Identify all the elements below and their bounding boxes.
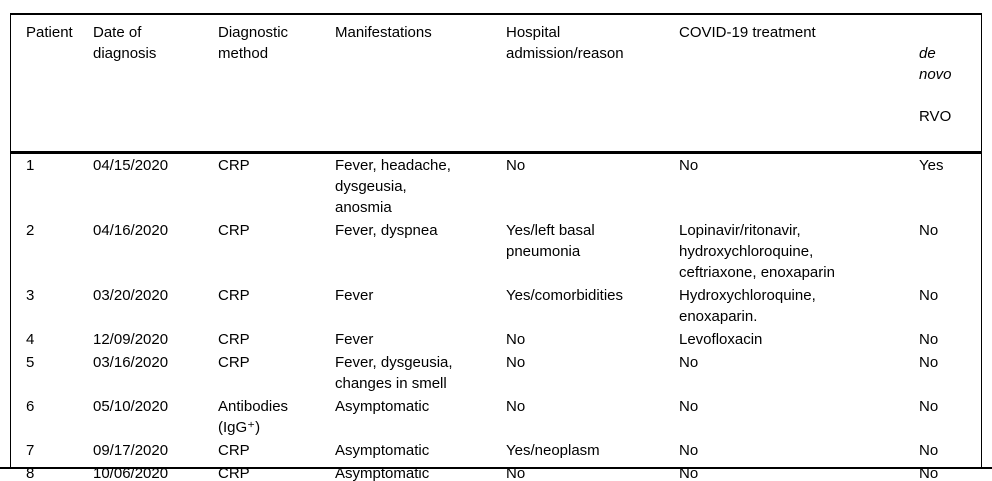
table-row: 6 05/10/2020 Antibodies (IgG⁺) Asymptomatic… xyxy=(11,395,981,439)
table-cell: Antibodies (IgG⁺) xyxy=(218,398,289,436)
table-row: 1 04/15/2020 CRP Fever, headache, dysgeusia… xyxy=(11,153,981,220)
table-cell: CRP xyxy=(218,222,250,239)
table-cell: CRP xyxy=(218,287,250,304)
table-cell: Fever, dyspnea xyxy=(335,222,438,239)
table-cell: No xyxy=(679,442,699,459)
table-cell: 05/10/2020 xyxy=(93,398,169,415)
de-novo-italic-label: de novo xyxy=(919,45,952,83)
table-cell: CRP xyxy=(218,354,250,371)
table-cell: CRP xyxy=(218,465,250,481)
patient-number-cell: 8 xyxy=(26,465,35,481)
table-cell: Levofloxacin xyxy=(679,331,763,348)
table-cell: Lopinavir/ritonavir, hydroxychloroquine,… xyxy=(679,222,835,281)
table-row: 3 03/20/2020 CRP Fever Yes/comorbidities Hydr… xyxy=(11,284,981,328)
table-cell: No xyxy=(919,287,939,304)
table-cell: No xyxy=(679,465,699,481)
table-header-row: Patient Date of diagnosis Diagnostic met… xyxy=(11,15,981,154)
patient-number-cell: 3 xyxy=(26,287,35,304)
column-header-manifestations: Manifestations xyxy=(335,15,506,154)
table-row: 8 10/06/2020 CRP Asymptomatic No No No xyxy=(11,462,981,481)
table-row: 7 09/17/2020 CRP Asymptomatic Yes/neoplasm No… xyxy=(11,439,981,462)
patient-number-cell: 1 xyxy=(26,157,35,174)
column-header-de-novo-rvo: de novo RVO xyxy=(919,15,981,154)
patients-data-table: Patient Date of diagnosis Diagnostic met… xyxy=(11,15,981,481)
table-row: 2 04/16/2020 CRP Fever, dyspnea Yes/left bas… xyxy=(11,219,981,284)
table-cell: Asymptomatic xyxy=(335,398,430,415)
table-cell: No xyxy=(506,465,526,481)
table-cell: No xyxy=(919,331,939,348)
table-cell: No xyxy=(506,354,526,371)
table-cell: No xyxy=(679,157,699,174)
table-body: 1 04/15/2020 CRP Fever, headache, dysgeusia… xyxy=(11,153,981,481)
table-cell: 12/09/2020 xyxy=(93,331,169,348)
table-cell: Fever, dysgeusia, changes in smell xyxy=(335,354,453,392)
table-cell: No xyxy=(679,398,699,415)
patients-table: Patient Date of diagnosis Diagnostic met… xyxy=(10,13,982,481)
table-cell: No xyxy=(506,398,526,415)
table-cell: No xyxy=(919,465,939,481)
column-header-patient: Patient xyxy=(11,15,93,154)
patient-number-cell: 6 xyxy=(26,398,35,415)
table-cell: No xyxy=(919,222,939,239)
table-cell: No xyxy=(506,331,526,348)
table-cell: Yes/left basal pneumonia xyxy=(506,222,595,260)
column-header-diagnostic-method: Diagnostic method xyxy=(218,15,335,154)
table-cell: Yes xyxy=(919,157,944,174)
table-cell: 04/16/2020 xyxy=(93,222,169,239)
patient-number-cell: 2 xyxy=(26,222,35,239)
patient-number-cell: 4 xyxy=(26,331,35,348)
table-cell: Fever xyxy=(335,331,374,348)
table-cell: 10/06/2020 xyxy=(93,465,169,481)
table-cell: No xyxy=(506,157,526,174)
table-header: Patient Date of diagnosis Diagnostic met… xyxy=(11,15,981,154)
table-cell: 04/15/2020 xyxy=(93,157,169,174)
table-cell: Asymptomatic xyxy=(335,442,430,459)
table-cell: 03/16/2020 xyxy=(93,354,169,371)
patient-number-cell: 7 xyxy=(26,442,35,459)
table-cell: 03/20/2020 xyxy=(93,287,169,304)
table-cell: No xyxy=(679,354,699,371)
table-cell: Hydroxychloroquine, enoxaparin. xyxy=(679,287,816,325)
table-cell: No xyxy=(919,398,939,415)
table-cell: No xyxy=(919,442,939,459)
column-header-covid19-treatment: COVID-19 treatment xyxy=(679,15,919,154)
table-cell: Fever xyxy=(335,287,374,304)
table-row: 4 12/09/2020 CRP Fever No Levofloxacin No xyxy=(11,328,981,351)
table-cell: Fever, headache, dysgeusia, anosmia xyxy=(335,157,451,216)
table-cell: Yes/neoplasm xyxy=(506,442,600,459)
table-cell: Asymptomatic xyxy=(335,465,430,481)
table-cell: CRP xyxy=(218,157,250,174)
table-bottom-rule xyxy=(0,467,992,469)
rvo-label: RVO xyxy=(919,108,952,125)
table-cell: Yes/comorbidities xyxy=(506,287,624,304)
table-cell: No xyxy=(919,354,939,371)
table-cell: 09/17/2020 xyxy=(93,442,169,459)
table-row: 5 03/16/2020 CRP Fever, dysgeusia, changes … xyxy=(11,351,981,395)
patient-number-cell: 5 xyxy=(26,354,35,371)
column-header-hospital-admission: Hospital admission/reason xyxy=(506,15,679,154)
table-cell: CRP xyxy=(218,442,250,459)
column-header-date-of-diagnosis: Date of diagnosis xyxy=(93,15,218,154)
table-cell: CRP xyxy=(218,331,250,348)
